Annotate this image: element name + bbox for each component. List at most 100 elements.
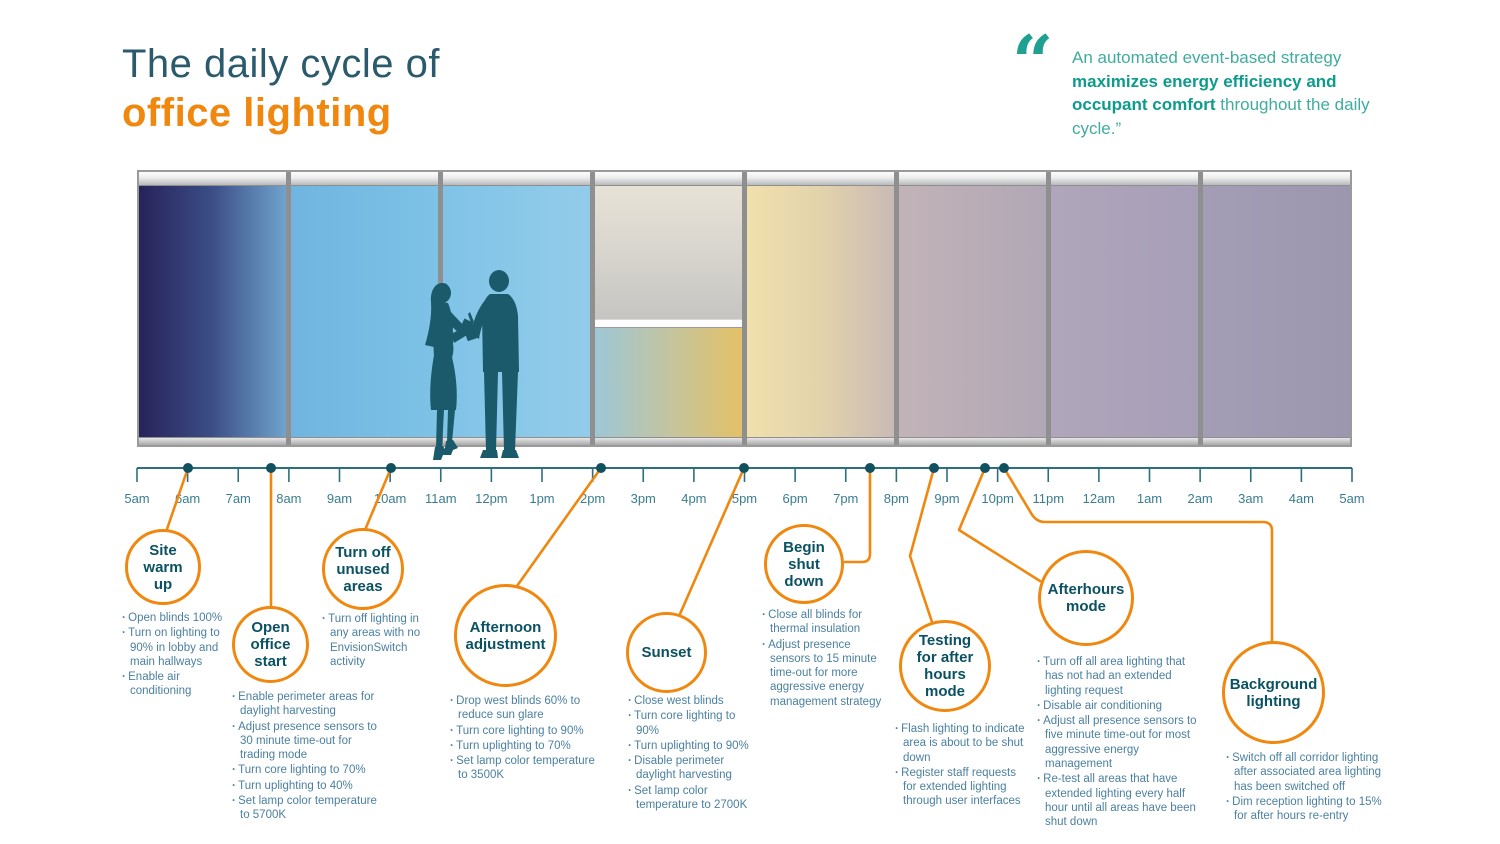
event-bullet: Set lamp color temperature to 5700K [232, 794, 384, 823]
event-dot-background-lighting [999, 463, 1009, 473]
window-panel-7 [1051, 172, 1203, 445]
timeline-tick-label: 9am [327, 491, 352, 506]
event-label-afterhours-mode: Afterhours mode [1048, 581, 1125, 615]
timeline-tick-label: 1pm [529, 491, 554, 506]
event-dot-afternoon-adjustment [596, 463, 606, 473]
timeline-tick-label: 1am [1137, 491, 1162, 506]
event-dot-open-office-start [266, 463, 276, 473]
event-label-line: adjustment [465, 635, 546, 653]
event-circle-sunset: Sunset [626, 612, 707, 693]
connector-testing-for-after-hours-mode [908, 466, 936, 624]
event-bullet: Set lamp color temperature to 3500K [450, 754, 604, 783]
event-bullet: Adjust all presence sensors to five minu… [1037, 714, 1197, 771]
blind-housing [595, 172, 742, 186]
connector-turn-off-unused-areas [363, 466, 393, 532]
quote-icon: “ [1012, 19, 1054, 104]
event-bullet: Turn core lighting to 90% [628, 709, 754, 738]
window-glass [1051, 186, 1198, 437]
event-dot-turn-off-unused-areas [386, 463, 396, 473]
event-bullet: Close west blinds [628, 694, 754, 708]
event-label-line: Site [149, 541, 177, 559]
event-label-afternoon-adjustment: Afternoon adjustment [465, 619, 545, 653]
event-label-line: unused [336, 560, 390, 578]
event-bullet: Turn uplighting to 40% [232, 779, 384, 793]
event-details-sunset: Close west blindsTurn core lighting to 9… [628, 694, 754, 813]
window-glass [291, 186, 438, 437]
event-label-line: areas [343, 577, 383, 595]
connector-sunset [678, 466, 746, 616]
event-circle-turn-off-unused-areas: Turn off unused areas [322, 528, 404, 610]
event-label-turn-off-unused-areas: Turn off unused areas [335, 544, 391, 595]
timeline-tick-label: 4pm [681, 491, 706, 506]
window-panel-6 [899, 172, 1051, 445]
event-dot-site-warm-up [183, 463, 193, 473]
event-dot-begin-shut-down [865, 463, 875, 473]
event-bullet: Dim reception lighting to 15% for after … [1226, 795, 1384, 824]
timeline-tick-label: 11am [425, 491, 457, 506]
blind-housing [443, 172, 590, 186]
event-bullet: Turn core lighting to 70% [232, 763, 384, 777]
event-label-line: hours [924, 666, 966, 683]
event-label-line: Open [251, 619, 290, 636]
event-circle-afterhours-mode: Afterhours mode [1038, 550, 1134, 646]
event-details-turn-off-unused-areas: Turn off lighting in any areas with no E… [322, 612, 436, 670]
window-sill [899, 437, 1046, 445]
timeline-tick-label: 6pm [782, 491, 807, 506]
event-label-line: Sunset [641, 644, 692, 661]
event-label-line: Afternoon [469, 618, 542, 636]
event-label-line: shut [788, 555, 820, 573]
timeline-tick-label: 10pm [981, 491, 1014, 506]
event-details-background-lighting: Switch off all corridor lighting after a… [1226, 751, 1384, 824]
event-bullet: Turn uplighting to 90% [628, 739, 754, 753]
event-bullet: Close all blinds for thermal insulation [762, 608, 886, 637]
event-label-line: Begin [783, 538, 825, 556]
event-circle-begin-shut-down: Begin shut down [764, 524, 844, 604]
window-sill [595, 437, 742, 445]
event-details-site-warm-up: Open blinds 100%Turn on lighting to 90% … [122, 611, 236, 700]
event-label-line: mode [924, 683, 965, 700]
window-glass [899, 186, 1046, 437]
blind-housing [899, 172, 1046, 186]
event-dot-sunset [739, 463, 749, 473]
event-label-line: Turn off [335, 543, 391, 561]
timeline-tick-label: 2pm [580, 491, 605, 506]
window-sill [747, 437, 894, 445]
dropped-blind [595, 186, 742, 320]
timeline-tick-label: 6am [175, 491, 200, 506]
window-sill [291, 437, 438, 445]
event-label-line: office [250, 636, 291, 653]
event-label-line: Background [1229, 675, 1318, 693]
event-bullet: Open blinds 100% [122, 611, 236, 625]
event-label-line: mode [1065, 598, 1106, 615]
timeline-tick-label: 5am [124, 491, 149, 506]
timeline: 5am 6am 7am 8am 9am 10am 11am 12pm 1pm 2pm 3pm 4pm 5… [124, 463, 1365, 645]
event-label-line: Testing [918, 632, 972, 649]
quote-text: An automated event-based strategy maximi… [1072, 48, 1370, 138]
timeline-tick-label: 7am [226, 491, 251, 506]
window-glass [139, 186, 286, 437]
timeline-tick-label: 9pm [934, 491, 959, 506]
event-bullet: Drop west blinds 60% to reduce sun glare [450, 694, 604, 723]
event-label-sunset: Sunset [641, 644, 691, 661]
timeline-tick-label: 8pm [884, 491, 909, 506]
event-bullet: Turn on lighting to 90% in lobby and mai… [122, 626, 236, 669]
window-panel-8 [1203, 172, 1350, 445]
timeline-tick-label: 12am [1083, 491, 1116, 506]
window-sill [139, 437, 286, 445]
window-sill [1051, 437, 1198, 445]
event-bullet: Turn off lighting in any areas with no E… [322, 612, 436, 669]
event-bullet: Turn uplighting to 70% [450, 739, 604, 753]
event-label-line: Afterhours [1047, 581, 1125, 598]
event-bullet: Enable perimeter areas for daylight harv… [232, 690, 384, 719]
event-bullet: Switch off all corridor lighting after a… [1226, 751, 1384, 794]
event-bullet: Enable air conditioning [122, 670, 236, 699]
timeline-tick-label: 3am [1238, 491, 1263, 506]
blind-housing [139, 172, 286, 186]
people-silhouette-icon [425, 270, 519, 460]
event-bullet: Turn core lighting to 90% [450, 724, 604, 738]
event-bullet: Turn off all area lighting that has not … [1037, 655, 1197, 698]
event-label-site-warm-up: Site warm up [143, 542, 182, 593]
timeline-tick-label: 5pm [732, 491, 757, 506]
event-label-line: start [254, 653, 287, 670]
